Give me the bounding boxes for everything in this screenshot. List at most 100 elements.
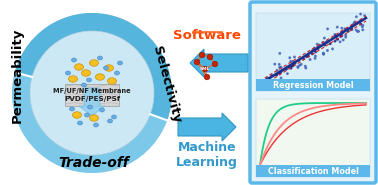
Point	[324, 49, 330, 52]
Point	[288, 60, 294, 63]
Point	[362, 14, 368, 17]
Point	[270, 83, 276, 86]
Point	[290, 63, 296, 66]
Point	[267, 82, 273, 85]
Wedge shape	[15, 13, 172, 127]
Point	[309, 52, 315, 55]
Point	[290, 60, 296, 63]
Point	[360, 24, 366, 27]
Text: Trade-off: Trade-off	[59, 156, 129, 170]
Point	[345, 30, 351, 33]
Point	[260, 88, 266, 91]
Ellipse shape	[118, 61, 122, 65]
Ellipse shape	[70, 107, 74, 111]
Text: MF/UF/NF Membrane: MF/UF/NF Membrane	[53, 88, 131, 93]
Ellipse shape	[85, 113, 90, 117]
Ellipse shape	[115, 71, 119, 75]
Point	[316, 43, 322, 46]
Ellipse shape	[93, 123, 99, 127]
Bar	[256, 99, 370, 177]
Point	[260, 86, 266, 89]
FancyArrow shape	[178, 113, 236, 141]
Point	[339, 31, 345, 33]
Ellipse shape	[82, 83, 87, 87]
Text: SML: SML	[200, 67, 210, 71]
Ellipse shape	[107, 78, 116, 84]
Text: PVDF/PES/PSf: PVDF/PES/PSf	[64, 95, 120, 102]
Point	[334, 37, 340, 40]
Point	[320, 52, 326, 55]
Point	[342, 36, 349, 39]
Point	[303, 67, 309, 70]
Point	[314, 46, 321, 49]
Text: Selectivity: Selectivity	[150, 45, 183, 125]
Point	[288, 66, 294, 69]
Point	[349, 27, 355, 30]
Point	[278, 71, 284, 74]
Point	[275, 82, 281, 85]
Point	[355, 30, 361, 33]
Point	[289, 64, 295, 67]
Point	[272, 83, 278, 85]
Point	[284, 68, 290, 71]
Bar	[65, 84, 119, 106]
Point	[327, 42, 333, 45]
Text: Machine
Learning: Machine Learning	[176, 141, 238, 169]
Point	[291, 62, 297, 65]
Text: Software: Software	[173, 28, 241, 41]
Wedge shape	[12, 72, 164, 173]
Bar	[256, 13, 370, 91]
Point	[274, 73, 280, 76]
Circle shape	[207, 54, 213, 60]
Point	[290, 64, 296, 67]
Point	[315, 47, 321, 50]
Point	[289, 63, 295, 66]
Wedge shape	[12, 72, 167, 173]
Point	[311, 46, 318, 49]
Point	[277, 52, 283, 55]
Wedge shape	[15, 13, 172, 120]
Point	[277, 66, 283, 69]
Point	[269, 82, 275, 85]
Point	[278, 76, 284, 79]
Point	[330, 47, 336, 50]
Point	[325, 27, 331, 30]
Point	[296, 59, 302, 62]
Point	[321, 37, 327, 40]
Ellipse shape	[65, 71, 71, 75]
Point	[349, 23, 355, 26]
Point	[295, 65, 301, 68]
Point	[333, 34, 339, 37]
Point	[345, 28, 351, 31]
Circle shape	[199, 52, 205, 58]
Point	[340, 38, 346, 41]
Point	[274, 73, 280, 76]
Ellipse shape	[87, 105, 93, 109]
Ellipse shape	[96, 74, 104, 80]
Point	[268, 73, 274, 76]
Point	[324, 40, 330, 43]
Bar	[256, 79, 370, 91]
Circle shape	[212, 61, 218, 67]
Point	[292, 62, 298, 65]
Point	[297, 64, 303, 67]
Point	[356, 20, 363, 23]
Point	[279, 69, 285, 72]
Point	[265, 77, 271, 80]
FancyBboxPatch shape	[250, 2, 376, 183]
Point	[353, 15, 359, 18]
Ellipse shape	[112, 115, 116, 119]
Point	[278, 66, 284, 69]
Point	[342, 28, 348, 31]
Point	[305, 55, 311, 58]
Point	[288, 67, 294, 70]
Point	[339, 34, 345, 37]
Ellipse shape	[90, 60, 99, 66]
Point	[342, 27, 348, 30]
Point	[359, 25, 366, 28]
Ellipse shape	[90, 115, 99, 121]
Point	[262, 81, 268, 84]
Point	[265, 86, 271, 89]
Point	[332, 40, 338, 43]
FancyArrow shape	[190, 49, 248, 77]
